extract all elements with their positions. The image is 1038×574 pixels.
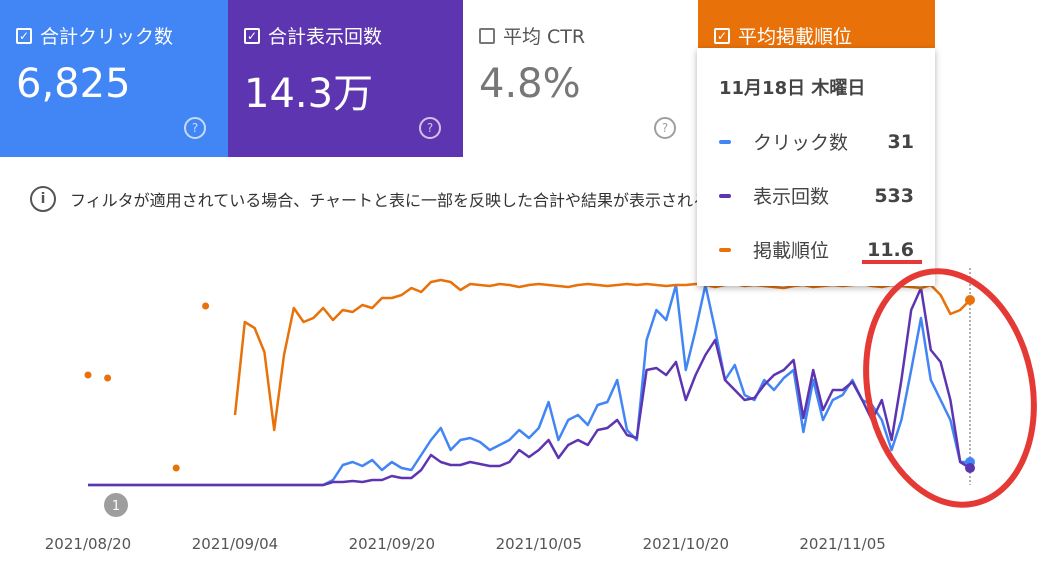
legend-dash: [719, 193, 731, 198]
checkbox: ✓: [244, 27, 260, 44]
legend-dash: [719, 139, 731, 144]
tooltip-row: 掲載順位 11.6: [719, 236, 914, 263]
series-name: 掲載順位: [753, 240, 830, 262]
series-line: [233, 278, 971, 432]
series-line: [88, 283, 970, 487]
hover-point: [965, 295, 975, 305]
metric-card[interactable]: ✓ 合計表示回数 14.3万?: [228, 0, 463, 157]
notice-text: フィルタが適用されている場合、チャートと表に一部を反映した合計や結果が表示される…: [70, 191, 836, 210]
help-icon: ?: [184, 117, 206, 139]
point: [172, 464, 180, 472]
tooltip-date: 11月18日 木曜日: [719, 78, 866, 99]
checkbox: [479, 27, 495, 44]
card-value: 14.3万: [244, 71, 374, 117]
hover-point: [965, 463, 975, 473]
card-title-row: ✓ 合計表示回数: [244, 22, 447, 49]
card-title: 平均 CTR: [503, 26, 586, 48]
tooltip: 11月18日 木曜日 クリック数 31 表示回数 533 掲載順位 11.6: [697, 48, 935, 286]
card-value: 4.8%: [479, 61, 581, 107]
help-icon: ?: [654, 117, 676, 139]
checkbox: ✓: [16, 27, 32, 44]
x-tick-label: 2021/09/04: [192, 535, 278, 553]
card-title-row: 平均 CTR: [479, 22, 682, 49]
tooltip-value: 31: [887, 130, 914, 153]
metric-card[interactable]: 平均 CTR 4.8%?: [463, 0, 698, 157]
x-tick-label: 2021/11/05: [799, 535, 885, 553]
tooltip-value: 533: [874, 184, 914, 207]
card-title-row: ✓ 合計クリック数: [16, 22, 212, 49]
help-icon: ?: [419, 117, 441, 139]
x-tick-label: 2021/09/20: [349, 535, 435, 553]
checkbox: ✓: [714, 27, 730, 44]
metric-card[interactable]: ✓ 合計クリック数 6,825?: [0, 0, 228, 157]
card-title: 合計クリック数: [40, 26, 174, 48]
legend-dash: [719, 247, 731, 252]
series-name: 表示回数: [753, 186, 830, 208]
point: [104, 374, 112, 382]
annotation-badge: [104, 493, 128, 517]
x-tick-label: 2021/10/20: [643, 535, 729, 553]
card-title: 平均掲載順位: [738, 26, 853, 48]
x-tick-label: 2021/08/20: [45, 535, 131, 553]
point: [84, 371, 92, 379]
card-title: 合計表示回数: [268, 26, 383, 48]
tooltip-value: 11.6: [867, 238, 914, 261]
series-line: [88, 286, 971, 487]
series-name: クリック数: [753, 132, 849, 154]
point: [202, 302, 210, 310]
card-title-row: ✓ 平均掲載順位: [714, 22, 919, 49]
info-icon: i: [30, 186, 56, 212]
x-tick-label: 2021/10/05: [496, 535, 582, 553]
tooltip-row: クリック数 31: [719, 128, 914, 155]
tooltip-row: 表示回数 533: [719, 182, 914, 209]
card-value: 6,825: [16, 61, 131, 107]
annotation-label: 1: [112, 499, 120, 514]
